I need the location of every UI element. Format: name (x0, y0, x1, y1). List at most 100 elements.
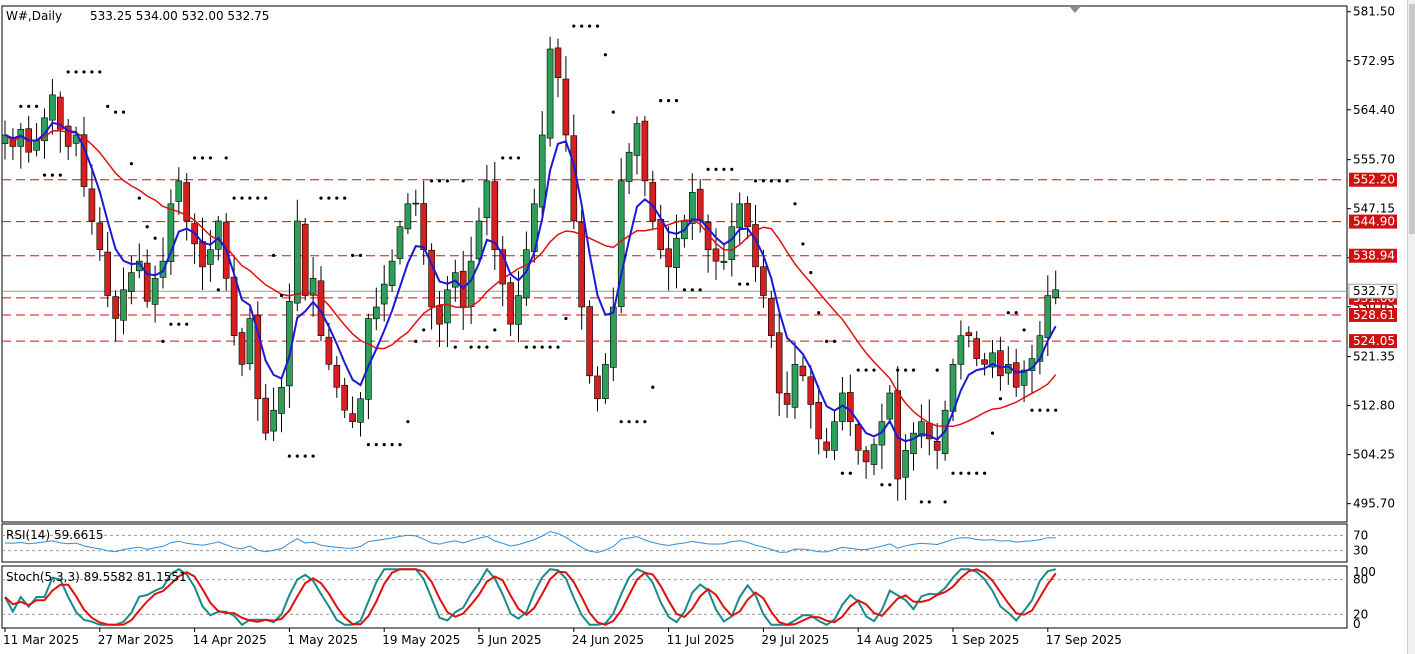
chart-shift-marker-icon[interactable] (1069, 6, 1081, 13)
bullish-candle (365, 318, 372, 400)
parabolic-sar-dot (706, 167, 710, 171)
bearish-candle (704, 221, 712, 250)
parabolic-sar-dot (572, 24, 576, 28)
bearish-candle (491, 181, 499, 250)
parabolic-sar-dot (809, 271, 813, 275)
parabolic-sar-dot (935, 368, 939, 372)
parabolic-sar-dot (738, 282, 742, 286)
bearish-candle (1012, 362, 1020, 388)
parabolic-sar-dot (366, 443, 370, 447)
parabolic-sar-dot (114, 110, 118, 114)
stoch-level-label: 80 (1353, 573, 1368, 587)
parabolic-sar-dot (232, 196, 236, 200)
y-tick-label: 504.25 (1353, 448, 1395, 462)
parabolic-sar-dot (619, 420, 623, 424)
bearish-candle (507, 282, 514, 325)
parabolic-sar-dot (82, 70, 86, 74)
y-tick-label: 555.70 (1353, 153, 1395, 167)
parabolic-sar-dot (343, 196, 347, 200)
parabolic-sar-dot (129, 162, 133, 166)
parabolic-sar-dot (445, 179, 449, 183)
x-tick-label: 29 Jul 2025 (761, 633, 829, 647)
parabolic-sar-dot (975, 471, 979, 475)
parabolic-sar-dot (1046, 408, 1050, 412)
bearish-candle (657, 219, 665, 250)
parabolic-sar-dot (761, 179, 766, 183)
x-tick-label: 5 Jun 2025 (477, 633, 542, 647)
bearish-candle (807, 376, 815, 405)
parabolic-sar-dot (185, 322, 189, 326)
parabolic-sar-dot (1054, 408, 1058, 412)
bearish-candle (554, 47, 562, 78)
bullish-candle (380, 283, 388, 305)
scrollbar-thumb[interactable] (1409, 4, 1415, 234)
parabolic-sar-dot (358, 253, 363, 257)
parabolic-sar-dot (943, 500, 947, 504)
parabolic-sar-dot (406, 420, 410, 424)
parabolic-sar-dot (698, 288, 702, 292)
bearish-candle (641, 120, 649, 182)
bearish-candle (854, 424, 862, 451)
stoch-signal-line (4, 568, 1057, 626)
bullish-candle (515, 295, 522, 325)
parabolic-sar-dot (248, 196, 252, 200)
bearish-candle (594, 375, 601, 400)
rsi-level-label: 70 (1353, 528, 1368, 542)
bearish-candle (665, 248, 672, 268)
parabolic-sar-dot (98, 70, 102, 74)
parabolic-sar-dot (106, 104, 110, 108)
parabolic-sar-dot (50, 173, 55, 177)
x-tick-label: 14 Aug 2025 (856, 633, 933, 647)
x-tick-label: 17 Sep 2025 (1046, 633, 1122, 647)
x-tick-label: 1 May 2025 (287, 633, 358, 647)
bearish-candle (775, 332, 783, 394)
parabolic-sar-dot (848, 471, 852, 475)
y-tick-label: 564.40 (1353, 103, 1395, 117)
bullish-candle (902, 450, 909, 478)
parabolic-sar-dot (208, 156, 212, 160)
bearish-candle (760, 266, 767, 296)
bullish-candle (989, 352, 996, 368)
parabolic-sar-dot (272, 253, 276, 257)
current-price-label: 532.75 (1353, 284, 1395, 298)
vertical-scrollbar[interactable] (1407, 0, 1415, 654)
parabolic-sar-dot (856, 368, 860, 372)
parabolic-sar-dot (793, 202, 797, 206)
parabolic-sar-dot (880, 483, 884, 487)
parabolic-sar-dot (730, 167, 734, 171)
x-tick-label: 11 Jul 2025 (667, 633, 735, 647)
bearish-candle (96, 222, 104, 250)
bullish-candle (151, 278, 159, 305)
parabolic-sar-dot (990, 431, 995, 435)
bullish-candle (293, 220, 301, 304)
parabolic-sar-dot (461, 179, 465, 183)
parabolic-sar-dot (998, 397, 1003, 401)
bearish-candle (254, 314, 262, 400)
bullish-candle (736, 203, 744, 229)
parabolic-sar-dot (477, 345, 481, 349)
parabolic-sar-dot (777, 179, 781, 183)
parabolic-sar-dot (872, 368, 876, 372)
parabolic-sar-dot (1030, 408, 1034, 412)
bullish-candle (372, 306, 380, 320)
parabolic-sar-dot (121, 110, 126, 114)
rsi-label: RSI(14) 59.6615 (6, 528, 104, 542)
parabolic-sar-dot (216, 288, 220, 292)
parabolic-sar-dot (588, 24, 592, 28)
bullish-candle (128, 272, 135, 292)
bearish-candle (562, 78, 570, 136)
stochastic-pane: 80 20 100 0 (1, 565, 1376, 631)
bullish-candle (625, 151, 633, 182)
parabolic-sar-dot (951, 471, 955, 475)
parabolic-sar-dot (682, 288, 687, 292)
bullish-candle (791, 364, 799, 408)
level-label: 538.94 (1353, 249, 1395, 263)
stoch-pane-frame (1, 565, 1348, 629)
main-price-pane: 581.50572.95564.40555.70547.15538.60530.… (1, 5, 1398, 647)
bearish-candle (143, 262, 151, 302)
parabolic-sar-dot (690, 288, 694, 292)
parabolic-sar-dot (983, 471, 987, 475)
bullish-candle (207, 249, 214, 265)
parabolic-sar-dot (769, 179, 773, 183)
parabolic-sar-dot (240, 196, 244, 200)
